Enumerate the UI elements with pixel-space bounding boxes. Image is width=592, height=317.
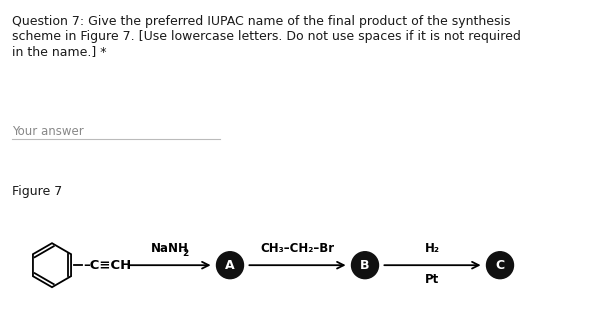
Text: Question 7: Give the preferred IUPAC name of the final product of the synthesis: Question 7: Give the preferred IUPAC nam…: [12, 15, 510, 28]
Text: scheme in Figure 7. [Use lowercase letters. Do not use spaces if it is not requi: scheme in Figure 7. [Use lowercase lette…: [12, 30, 521, 43]
Circle shape: [487, 252, 513, 279]
Text: A: A: [225, 259, 235, 272]
Text: NaNH: NaNH: [152, 242, 189, 255]
Text: H₂: H₂: [425, 242, 440, 255]
Text: Your answer: Your answer: [12, 125, 83, 138]
Text: 2: 2: [182, 249, 188, 258]
Circle shape: [352, 252, 378, 279]
Text: B: B: [361, 259, 370, 272]
Text: –C≡CH: –C≡CH: [83, 259, 131, 272]
Text: in the name.] *: in the name.] *: [12, 45, 107, 58]
Text: C: C: [496, 259, 504, 272]
Text: CH₃–CH₂–Br: CH₃–CH₂–Br: [260, 242, 334, 255]
Circle shape: [217, 252, 243, 279]
Text: Figure 7: Figure 7: [12, 185, 62, 198]
Text: Pt: Pt: [426, 273, 440, 286]
